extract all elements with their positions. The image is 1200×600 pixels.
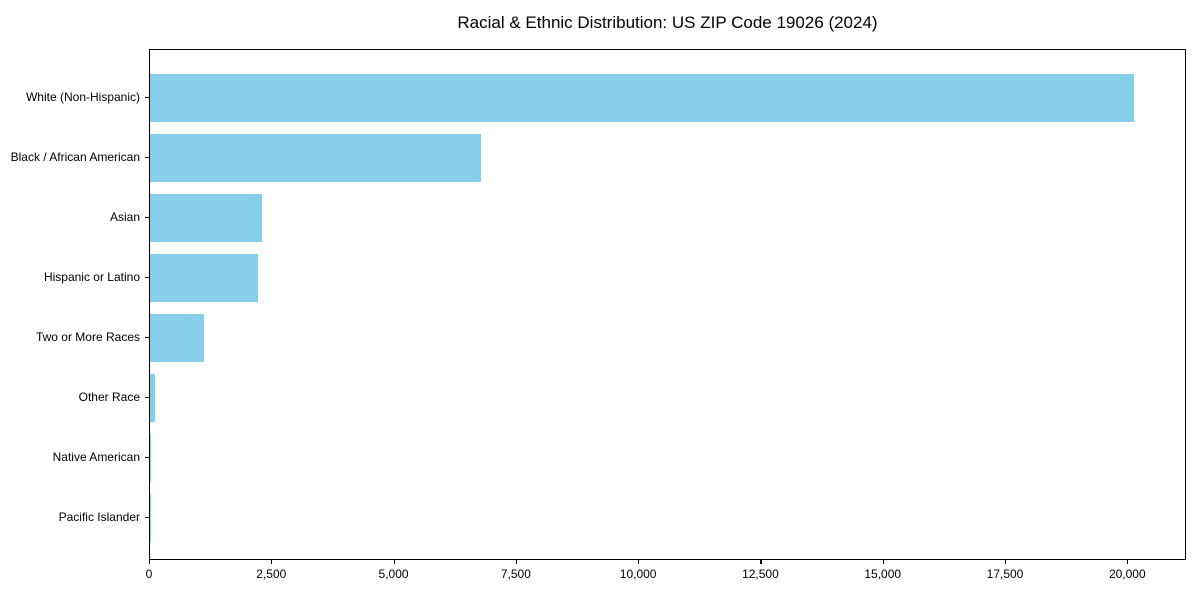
bar-two-or-more-races — [150, 314, 205, 362]
x-tick-mark — [1127, 560, 1129, 564]
y-tick-label-asian: Asian — [109, 210, 140, 224]
x-tick-label-7500: 7,500 — [500, 567, 531, 581]
y-tick-label-pacific-islander: Pacific Islander — [58, 510, 140, 524]
x-tick-label-0: 0 — [145, 567, 153, 581]
x-tick-label-17500: 17,500 — [986, 567, 1024, 581]
y-tick-label-other-race: Other Race — [78, 390, 140, 404]
bar-black-african-american — [150, 134, 481, 182]
y-tick-label-white-non-hispanic: White (Non-Hispanic) — [25, 90, 140, 104]
y-tick-mark — [145, 277, 149, 279]
y-tick-label-black-african-american: Black / African American — [10, 150, 140, 164]
y-tick-mark — [145, 337, 149, 339]
x-tick-label-2500: 2,500 — [256, 567, 287, 581]
y-tick-mark — [145, 217, 149, 219]
y-tick-label-hispanic-or-latino: Hispanic or Latino — [43, 270, 140, 284]
x-tick-mark — [393, 560, 395, 564]
x-tick-mark — [882, 560, 884, 564]
x-tick-mark — [1005, 560, 1007, 564]
bar-asian — [150, 194, 262, 242]
bar-hispanic-or-latino — [150, 254, 258, 302]
x-tick-mark — [638, 560, 640, 564]
y-tick-mark — [145, 397, 149, 399]
x-tick-mark — [760, 560, 762, 564]
x-tick-label-20000: 20,000 — [1108, 567, 1146, 581]
x-tick-label-5000: 5,000 — [378, 567, 409, 581]
plot-area — [149, 49, 1186, 560]
y-tick-label-native-american: Native American — [52, 450, 140, 464]
y-tick-mark — [145, 157, 149, 159]
x-tick-mark — [271, 560, 273, 564]
x-tick-mark — [149, 560, 151, 564]
x-tick-label-10000: 10,000 — [619, 567, 657, 581]
y-tick-mark — [145, 517, 149, 519]
chart-title: Racial & Ethnic Distribution: US ZIP Cod… — [457, 13, 878, 32]
y-tick-label-two-or-more-races: Two or More Races — [35, 330, 140, 344]
bar-white-non-hispanic — [150, 74, 1135, 122]
x-tick-mark — [515, 560, 518, 564]
x-tick-label-15000: 15,000 — [864, 567, 902, 581]
x-tick-label-12500: 12,500 — [742, 567, 779, 581]
y-tick-mark — [145, 97, 149, 99]
y-tick-mark — [145, 457, 149, 459]
bar-other-race — [150, 374, 156, 422]
